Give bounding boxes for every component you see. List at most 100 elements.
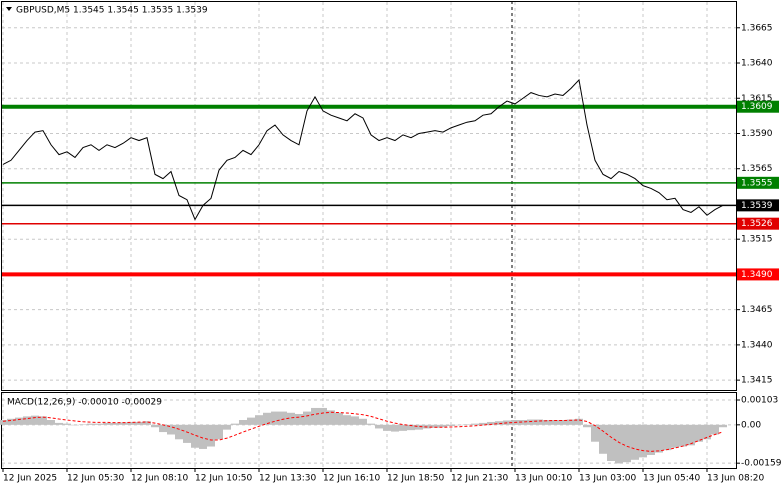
histogram-bar xyxy=(335,412,343,425)
level-label: 1.3490 xyxy=(741,270,773,280)
x-tick-label: 13 Jun 08:20 xyxy=(707,474,764,484)
histogram-bar xyxy=(255,415,263,425)
histogram-bar xyxy=(7,418,15,425)
y-tick-label: 1.3615 xyxy=(741,94,773,104)
level-label: 1.3526 xyxy=(741,219,773,229)
histogram-bar xyxy=(263,412,271,425)
histogram-bar xyxy=(39,416,47,425)
histogram-bar xyxy=(663,424,671,451)
histogram-bar xyxy=(487,421,495,425)
y-tick-label: 1.3465 xyxy=(741,305,773,315)
histogram-bar xyxy=(183,424,191,443)
x-tick-label: 12 Jun 13:30 xyxy=(259,474,316,484)
histogram-bar xyxy=(191,424,199,448)
histogram-bar xyxy=(623,424,631,463)
y-tick-label: 1.3565 xyxy=(741,164,773,174)
histogram-bar xyxy=(439,424,447,428)
histogram-bar xyxy=(455,424,463,426)
x-tick-label: 12 Jun 08:10 xyxy=(131,474,188,484)
y-tick-label: 1.3440 xyxy=(741,340,773,350)
histogram-bar xyxy=(23,416,31,425)
x-tick-label: 13 Jun 00:10 xyxy=(515,474,572,484)
histogram-bar xyxy=(367,423,375,425)
signal-line xyxy=(2,411,724,452)
histogram-bar xyxy=(167,424,175,435)
macd-title: MACD(12,26,9) -0.00010 -0.00029 xyxy=(7,398,162,408)
x-tick-label: 12 Jun 2025 xyxy=(3,474,57,484)
x-tick-label: 12 Jun 21:30 xyxy=(451,474,508,484)
x-tick-label: 13 Jun 03:00 xyxy=(579,474,636,484)
histogram-bar xyxy=(695,424,703,442)
histogram-bar xyxy=(431,424,439,428)
histogram-bar xyxy=(119,422,127,425)
level-label-box xyxy=(737,268,779,281)
histogram-bar xyxy=(591,424,599,442)
level-label: 1.3555 xyxy=(741,178,773,188)
histogram-bar xyxy=(575,418,583,425)
histogram-bar xyxy=(583,424,591,428)
y-tick-label: 1.3590 xyxy=(741,129,773,139)
y-tick-label: 1.3640 xyxy=(741,59,773,69)
histogram-bar xyxy=(719,424,727,428)
level-label-box xyxy=(737,217,779,230)
histogram-bar xyxy=(471,423,479,425)
level-label-box xyxy=(737,176,779,189)
histogram-bar xyxy=(607,424,615,462)
level-label: 1.3609 xyxy=(741,102,773,112)
histogram-bar xyxy=(343,415,351,425)
histogram-bar xyxy=(71,424,79,426)
x-tick-label: 12 Jun 10:50 xyxy=(195,474,252,484)
level-label-box xyxy=(737,199,779,212)
histogram-bar xyxy=(199,424,207,449)
histogram-bar xyxy=(271,411,279,425)
histogram-bar xyxy=(655,424,663,453)
histogram-bar xyxy=(703,424,711,440)
histogram-bar xyxy=(215,424,223,440)
y-tick-label: 0.00103 xyxy=(741,395,778,405)
histogram-bar xyxy=(247,417,255,425)
menu-arrow[interactable] xyxy=(6,7,12,11)
macd-panel-frame xyxy=(1,392,737,469)
histogram-bar xyxy=(551,420,559,425)
histogram-bar xyxy=(135,421,143,425)
histogram-bar xyxy=(159,424,167,433)
main-panel-frame xyxy=(1,1,737,391)
histogram-bar xyxy=(479,422,487,425)
histogram-bar xyxy=(111,422,119,425)
histogram-bar xyxy=(15,417,23,425)
histogram-bar xyxy=(711,424,719,435)
histogram-bar xyxy=(55,422,63,425)
histogram-bar xyxy=(303,411,311,425)
histogram-bar xyxy=(447,424,455,427)
grid xyxy=(2,2,736,468)
histogram-bar xyxy=(223,424,231,430)
histogram-bar xyxy=(679,424,687,447)
histogram-bar xyxy=(559,420,567,425)
histogram-bar xyxy=(31,415,39,425)
histogram-bar xyxy=(87,423,95,425)
histogram-bar xyxy=(63,423,71,425)
histogram-bar xyxy=(415,424,423,430)
histogram-bar xyxy=(95,423,103,425)
histogram-bar xyxy=(239,420,247,425)
y-tick-label: 1.3515 xyxy=(741,235,773,245)
x-tick-label: 12 Jun 16:10 xyxy=(323,474,380,484)
histogram-bar xyxy=(231,423,239,425)
histogram-bar xyxy=(279,411,287,425)
histogram-bar xyxy=(399,424,407,431)
histogram-bar xyxy=(647,424,655,455)
histogram-bar xyxy=(535,419,543,425)
histogram-bar xyxy=(615,424,623,464)
histogram-bar xyxy=(287,412,295,425)
histogram-bar xyxy=(639,424,647,458)
histogram-bar xyxy=(599,424,607,454)
histogram-bar xyxy=(47,420,55,425)
x-tick-label: 13 Jun 05:40 xyxy=(643,474,700,484)
y-tick-label: -0.00159 xyxy=(741,459,781,469)
histogram-bar xyxy=(151,424,159,428)
histogram-bar xyxy=(631,424,639,460)
chart-title: GBPUSD,M5 1.3545 1.3545 1.3535 1.3539 xyxy=(16,6,208,16)
histogram-bar xyxy=(103,422,111,425)
